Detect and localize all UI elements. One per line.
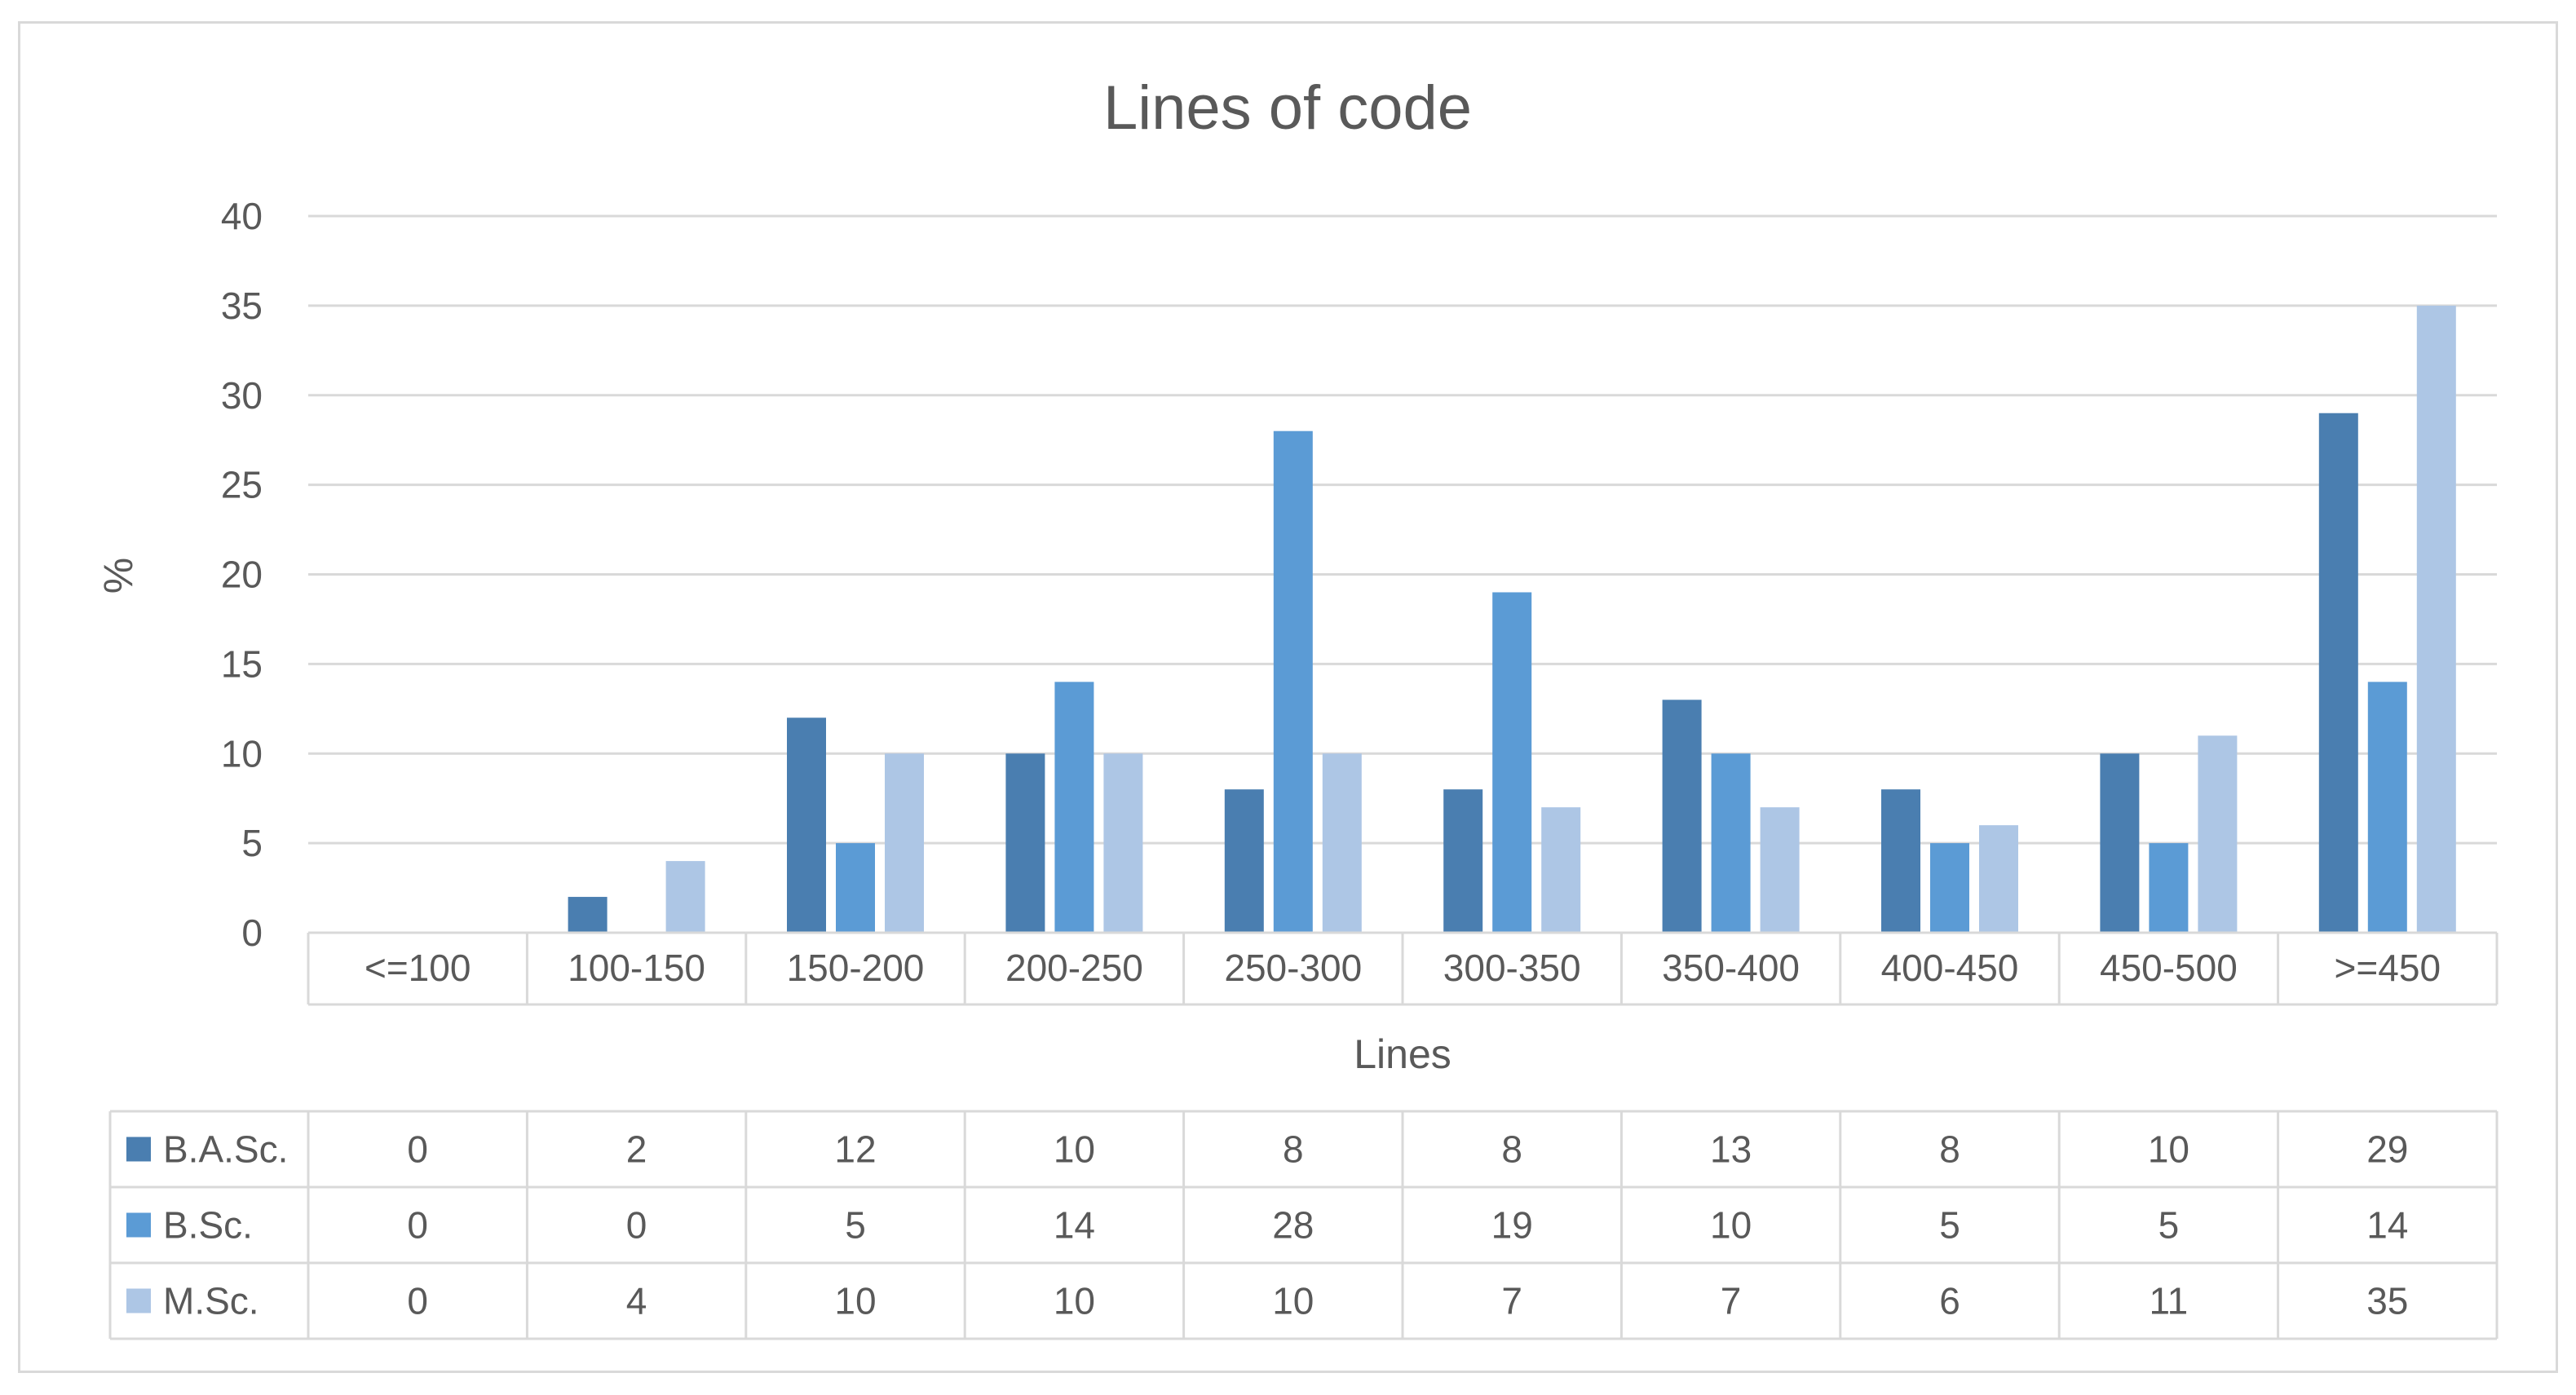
bar	[2367, 682, 2407, 933]
table-cell: 10	[1054, 1128, 1095, 1171]
x-tick-label: 300-350	[1443, 947, 1581, 989]
table-cell: 0	[407, 1128, 428, 1171]
table-cell: 7	[1721, 1280, 1742, 1322]
data-table: B.A.Sc. 0 2 12 10 8 8 13 8 10 29 B.Sc. 0 0 5 14 28 19 10 5 5…	[108, 1110, 2499, 1340]
table-cell: 12	[834, 1128, 876, 1171]
bar	[2318, 413, 2358, 934]
table-cell: 5	[2158, 1204, 2180, 1247]
bar	[1224, 789, 1264, 933]
table-cell: 6	[1939, 1280, 1960, 1322]
table-cell: 19	[1491, 1204, 1533, 1247]
table-cell: 10	[2148, 1128, 2189, 1171]
legend-swatch	[126, 1137, 151, 1162]
x-tick-label: 150-200	[787, 947, 925, 989]
y-tick-label: 5	[241, 822, 263, 864]
bar	[1930, 843, 1969, 933]
table-cell: 14	[2366, 1204, 2408, 1247]
table-cell: 5	[1939, 1204, 1960, 1247]
bar	[1054, 682, 1094, 933]
x-tick-label: 250-300	[1224, 947, 1362, 989]
table-cell: 4	[626, 1280, 647, 1322]
bar	[1760, 807, 1800, 933]
bar	[1979, 825, 2018, 933]
bar	[1103, 753, 1143, 933]
bar	[1005, 753, 1045, 933]
legend-label: B.Sc.	[163, 1204, 253, 1247]
table-cell: 10	[1272, 1280, 1314, 1322]
y-axis-title: %	[95, 558, 141, 594]
bar	[1273, 430, 1313, 933]
table-cell: 8	[1283, 1128, 1304, 1171]
x-tick-label: 100-150	[568, 947, 705, 989]
table-cell: 7	[1501, 1280, 1522, 1322]
bar	[568, 897, 608, 933]
y-tick-label: 10	[221, 732, 263, 775]
y-tick-label: 35	[221, 285, 263, 327]
bar	[787, 717, 826, 933]
bar	[2198, 735, 2238, 933]
bars	[568, 305, 2456, 934]
legend-label: B.A.Sc.	[163, 1128, 288, 1171]
table-cell: 11	[2150, 1280, 2189, 1322]
bar	[1711, 753, 1751, 933]
x-tick-label: 400-450	[1881, 947, 2019, 989]
table-cell: 28	[1272, 1204, 1314, 1247]
bar	[1492, 592, 1532, 933]
y-tick-label: 40	[221, 195, 263, 237]
table-cell: 5	[845, 1204, 866, 1247]
bar	[2100, 753, 2140, 933]
bar	[1443, 789, 1483, 933]
table-cell: 10	[1710, 1204, 1752, 1247]
x-tick-label: 450-500	[2100, 947, 2238, 989]
y-tick-label: 25	[221, 464, 263, 506]
table-cell: 14	[1054, 1204, 1095, 1247]
bar	[1662, 700, 1702, 933]
chart-title: Lines of code	[1103, 73, 1472, 143]
table-cell: 13	[1710, 1128, 1752, 1171]
bar	[2149, 843, 2189, 933]
table-cell: 8	[1501, 1128, 1522, 1171]
table-cell: 10	[834, 1280, 876, 1322]
table-cell: 10	[1054, 1280, 1095, 1322]
bar	[885, 753, 924, 933]
y-tick-label: 15	[221, 642, 263, 685]
table-cell: 35	[2366, 1280, 2408, 1322]
bar	[1322, 753, 1362, 933]
table-cell: 8	[1939, 1128, 1960, 1171]
x-tick-label: >=450	[2335, 947, 2441, 989]
legend-swatch	[126, 1288, 151, 1313]
table-cell: 29	[2366, 1128, 2408, 1171]
table-cell: 2	[626, 1128, 647, 1171]
y-axis-ticks: 0 5 10 15 20 25 30 35 40	[221, 195, 263, 954]
y-tick-label: 30	[221, 374, 263, 417]
legend-swatch	[126, 1212, 151, 1238]
table-cell: 0	[407, 1204, 428, 1247]
category-axis-table: <=100 100-150 150-200 200-250 250-300 300-350…	[307, 931, 2499, 1006]
legend-label: M.Sc.	[163, 1280, 259, 1322]
x-tick-label: 200-250	[1005, 947, 1143, 989]
bar	[2416, 305, 2456, 933]
bar	[1881, 789, 1920, 933]
table-cell: 0	[407, 1280, 428, 1322]
x-tick-label: 350-400	[1662, 947, 1800, 989]
x-tick-label: <=100	[365, 947, 471, 989]
x-axis-title: Lines	[1354, 1031, 1451, 1077]
y-tick-label: 20	[221, 554, 263, 596]
y-tick-label: 0	[241, 912, 263, 954]
bar	[836, 843, 875, 933]
table-cell: 0	[626, 1204, 647, 1247]
bar	[665, 861, 705, 933]
gridlines	[308, 214, 2497, 934]
bar	[1541, 807, 1581, 933]
